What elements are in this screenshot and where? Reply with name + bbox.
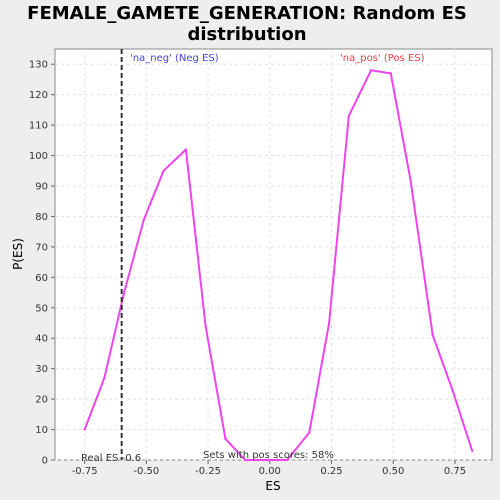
grid xyxy=(55,49,492,461)
y-axis-label: P(ES) xyxy=(11,238,25,270)
x-tick-label: -0.75 xyxy=(72,466,98,477)
x-tick-label: 0.75 xyxy=(444,466,466,477)
plot-area xyxy=(54,48,493,461)
data-point xyxy=(308,431,311,434)
y-tick-label: 90 xyxy=(35,182,48,193)
data-point xyxy=(285,458,289,462)
x-tick-label: 0.00 xyxy=(259,466,281,477)
series-line xyxy=(83,69,474,461)
x-axis-label: ES xyxy=(265,479,280,493)
y-tick-label: 0 xyxy=(42,456,48,467)
y-tick-label: 100 xyxy=(29,151,48,162)
data-point xyxy=(347,114,351,118)
data-point xyxy=(409,178,412,182)
chart-title-line2: distribution xyxy=(187,24,306,45)
y-tick-label: 20 xyxy=(35,395,48,406)
y-tick-label: 70 xyxy=(35,242,48,253)
pos-es-label: 'na_pos' (Pos ES) xyxy=(340,53,425,64)
data-point xyxy=(103,376,106,379)
data-point xyxy=(369,69,373,72)
data-point xyxy=(204,324,207,328)
x-axis: -0.75 -0.50 -0.25 0.00 0.25 0.50 0.75 xyxy=(72,460,466,477)
data-point xyxy=(327,321,331,325)
data-point xyxy=(83,428,86,431)
data-point xyxy=(224,437,227,440)
y-tick-label: 10 xyxy=(35,425,48,436)
y-tick-label: 30 xyxy=(35,364,48,375)
neg-es-label: 'na_neg' (Neg ES) xyxy=(130,53,219,64)
data-point xyxy=(389,72,392,75)
y-tick-label: 110 xyxy=(29,121,48,132)
y-tick-label: 50 xyxy=(35,303,48,314)
x-tick-label: 0.50 xyxy=(382,466,404,477)
y-tick-label: 130 xyxy=(29,60,48,71)
y-tick-label: 40 xyxy=(35,334,48,345)
data-point xyxy=(431,333,434,337)
data-point xyxy=(162,169,165,172)
data-point xyxy=(451,388,454,392)
y-tick-label: 60 xyxy=(35,273,48,284)
data-point xyxy=(142,218,146,221)
x-tick-label: -0.25 xyxy=(195,466,221,477)
x-tick-label: 0.25 xyxy=(320,466,342,477)
data-point xyxy=(184,148,188,151)
series-group xyxy=(83,69,474,462)
chart-title-line1: FEMALE_GAMETE_GENERATION: Random ES xyxy=(27,3,467,24)
y-axis: 0 10 20 30 40 50 60 70 80 90 100 110 120 130 xyxy=(29,60,55,467)
data-point xyxy=(266,458,269,462)
y-tick-label: 80 xyxy=(35,212,48,223)
x-tick-label: -0.50 xyxy=(133,466,159,477)
real-es-label: Real ES -0.6 xyxy=(81,453,141,464)
data-point xyxy=(122,291,126,294)
y-tick-label: 120 xyxy=(29,90,48,101)
pos-scores-label: Sets with pos scores: 58% xyxy=(203,450,334,461)
data-point xyxy=(471,449,474,453)
data-point xyxy=(243,458,247,462)
